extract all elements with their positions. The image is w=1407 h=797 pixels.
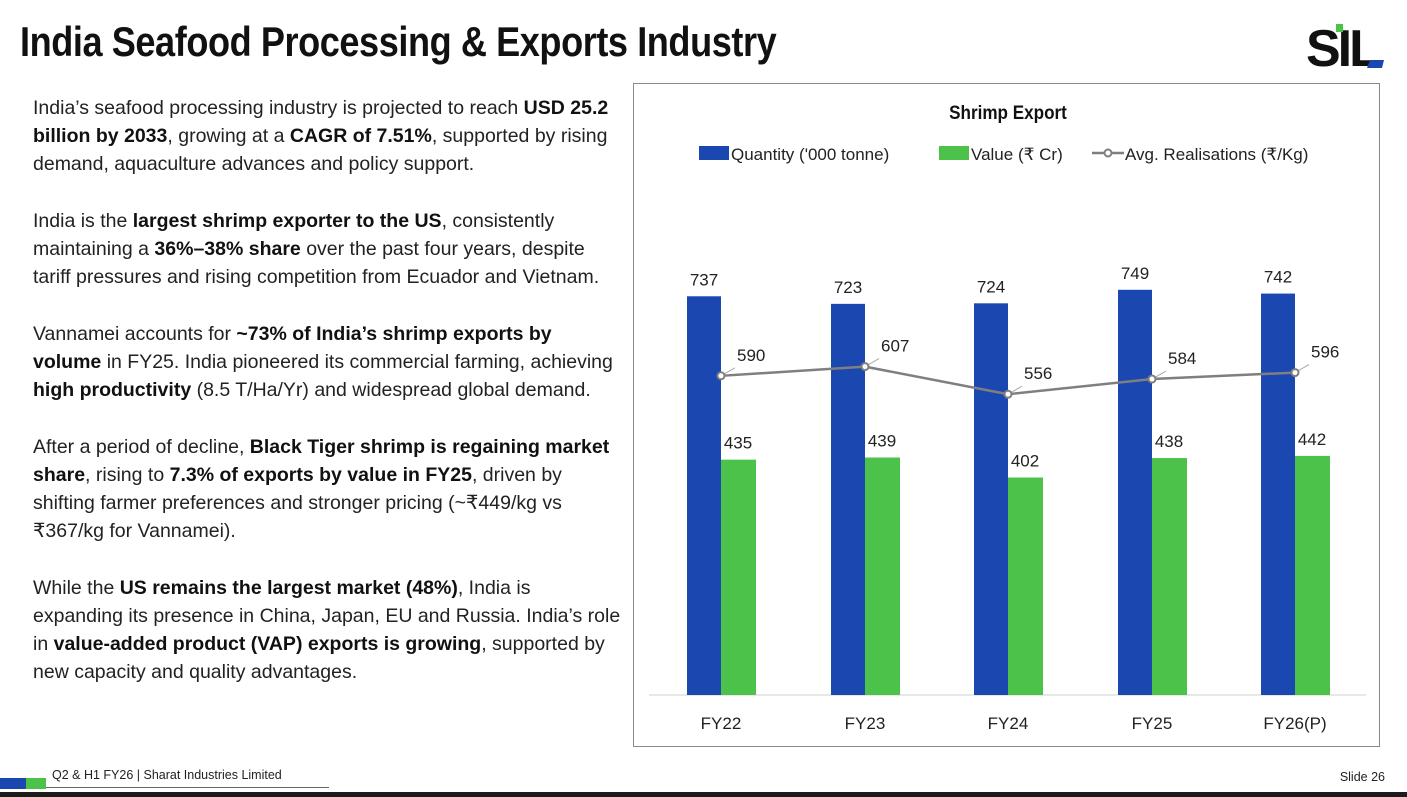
legend-swatch-value [939, 146, 969, 160]
text-segment: After a period of decline, [33, 436, 250, 458]
line-point-realisation [1003, 389, 1013, 399]
data-label-realisation: 590 [737, 346, 765, 365]
text-segment: , rising to [85, 464, 170, 486]
footer-divider [46, 787, 329, 788]
text-segment: , India is expanding its presence in Chi… [33, 577, 621, 655]
x-tick-label: FY25 [1132, 714, 1173, 733]
bold-text: US remains the largest market (48%) [119, 577, 458, 599]
data-label-realisation: 556 [1024, 364, 1052, 383]
bottom-band [0, 792, 1407, 797]
page-title: India Seafood Processing & Exports Indus… [20, 18, 777, 65]
text-segment: , consistently maintaining a [33, 210, 555, 260]
paragraph: India is the largest shrimp exporter to … [33, 207, 623, 291]
paragraph: While the US remains the largest market … [33, 574, 623, 686]
legend-label-quantity: Quantity ('000 tonne) [731, 145, 889, 164]
text-segment: , supported by new capacity and quality … [33, 633, 605, 683]
slide-number: Slide 26 [1339, 770, 1385, 784]
bold-text: CAGR of 7.51% [289, 125, 432, 147]
legend-swatch-quantity [699, 146, 729, 160]
data-label-realisation: 584 [1168, 349, 1196, 368]
text-segment: , driven by shifting farmer preferences … [33, 464, 562, 542]
text-segment: over the past four years, despite tariff… [33, 238, 600, 288]
bar-quantity [1118, 289, 1152, 695]
text-segment: in FY25. India pioneered its commercial … [101, 351, 613, 373]
bar-quantity [687, 296, 721, 695]
shrimp-export-chart: Shrimp Export Quantity ('000 tonne) Value … [633, 83, 1380, 747]
bar-value [865, 457, 900, 695]
legend-label-value: Value (₹ Cr) [971, 145, 1063, 164]
bold-text: Black Tiger shrimp is regaining market s… [33, 436, 610, 486]
bar-quantity [831, 303, 865, 695]
bar-value [1008, 477, 1043, 695]
footer-blue-bar [0, 778, 26, 789]
sil-logo: SIL [1306, 22, 1384, 70]
text-segment: , growing at a [167, 125, 290, 147]
data-label-quantity: 742 [1264, 268, 1292, 287]
bold-text: 36%–38% share [154, 238, 301, 260]
text-segment: (8.5 T/Ha/Yr) and widespread global dema… [191, 379, 591, 401]
data-label-value: 402 [1011, 452, 1039, 471]
data-label-value: 438 [1155, 432, 1183, 451]
x-tick-label: FY24 [988, 714, 1029, 733]
line-point-realisation [1147, 374, 1157, 384]
line-point-realisation [716, 371, 726, 381]
x-tick-label: FY22 [701, 714, 742, 733]
footer-green-bar [26, 778, 46, 789]
line-point-realisation [860, 362, 870, 372]
line-point-realisation [1290, 368, 1300, 378]
x-tick-label: FY23 [845, 714, 886, 733]
text-segment: Vannamei accounts for [33, 323, 237, 345]
bold-text: value-added product (VAP) exports is gro… [53, 633, 482, 655]
bold-text: ~73% of India’s shrimp exports by volume [33, 323, 552, 373]
data-label-value: 435 [724, 434, 752, 453]
data-label-quantity: 749 [1121, 264, 1149, 283]
bold-text: 7.3% of exports by value in FY25 [169, 464, 472, 486]
text-segment: , supported by rising demand, aquacultur… [33, 125, 608, 175]
text-segment: India’s seafood processing industry is p… [33, 97, 524, 119]
paragraph: Vannamei accounts for ~73% of India’s sh… [33, 320, 623, 404]
body-text: India’s seafood processing industry is p… [33, 94, 623, 715]
data-label-value: 442 [1298, 430, 1326, 449]
bold-text: largest shrimp exporter to the US [132, 210, 442, 232]
data-label-realisation: 607 [881, 337, 909, 356]
bold-text: USD 25.2 billion by 2033 [33, 97, 609, 147]
text-segment: India is the [33, 210, 133, 232]
data-label-realisation: 596 [1311, 343, 1339, 362]
bold-text: high productivity [33, 379, 192, 401]
bar-value [721, 459, 756, 695]
paragraph: India’s seafood processing industry is p… [33, 94, 623, 178]
x-tick-label: FY26(P) [1263, 714, 1326, 733]
bar-value [1152, 458, 1187, 695]
data-label-quantity: 724 [977, 277, 1005, 296]
bar-quantity [974, 303, 1008, 695]
data-label-quantity: 723 [834, 278, 862, 297]
text-segment: While the [33, 577, 120, 599]
legend-label-realisation: Avg. Realisations (₹/Kg) [1125, 145, 1308, 164]
data-label-quantity: 737 [690, 270, 718, 289]
chart-title: Shrimp Export [949, 102, 1067, 123]
bar-value [1295, 455, 1330, 695]
legend-marker-realisation [1103, 148, 1113, 158]
data-label-value: 439 [868, 432, 896, 451]
bar-quantity [1261, 293, 1295, 695]
paragraph: After a period of decline, Black Tiger s… [33, 433, 623, 545]
footer-text: Q2 & H1 FY26 | Sharat Industries Limited [52, 768, 282, 782]
